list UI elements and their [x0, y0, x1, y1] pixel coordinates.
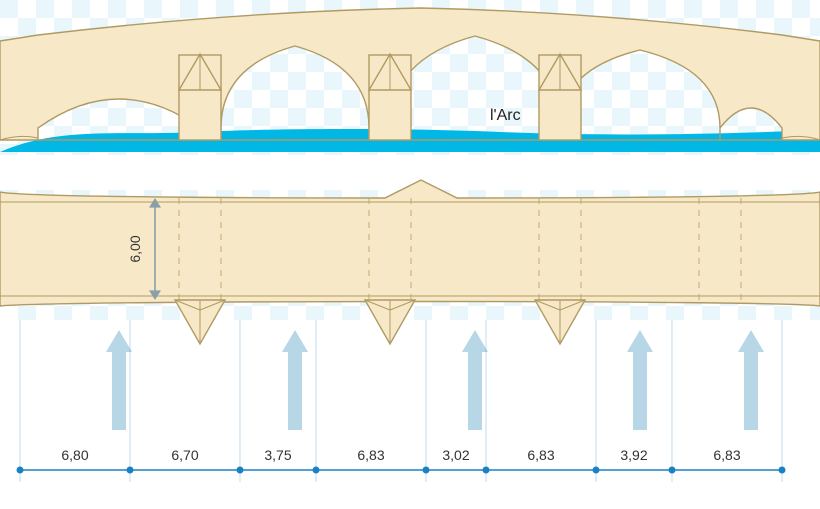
span-dimension: 3,92 [620, 447, 647, 463]
flow-arrow [738, 330, 764, 430]
span-dimension: 6,83 [527, 447, 554, 463]
span-dimension: 6,70 [171, 447, 198, 463]
deck-plan [0, 180, 820, 306]
river-label: l'Arc [490, 107, 521, 124]
dimension-line: 6,80 6,70 3,75 6,83 3,02 6,83 3,92 6,83 [17, 320, 786, 482]
span-dimension: 3,75 [264, 447, 291, 463]
span-dimension: 6,80 [61, 447, 88, 463]
flow-arrows [106, 330, 764, 430]
span-dimension: 3,02 [442, 447, 469, 463]
span-dimension: 6,83 [713, 447, 740, 463]
deck-width-label: 6,00 [127, 235, 143, 262]
flow-arrow [282, 330, 308, 430]
flow-arrow [462, 330, 488, 430]
flow-arrow [627, 330, 653, 430]
flow-arrow [106, 330, 132, 430]
span-dimension: 6,83 [357, 447, 384, 463]
